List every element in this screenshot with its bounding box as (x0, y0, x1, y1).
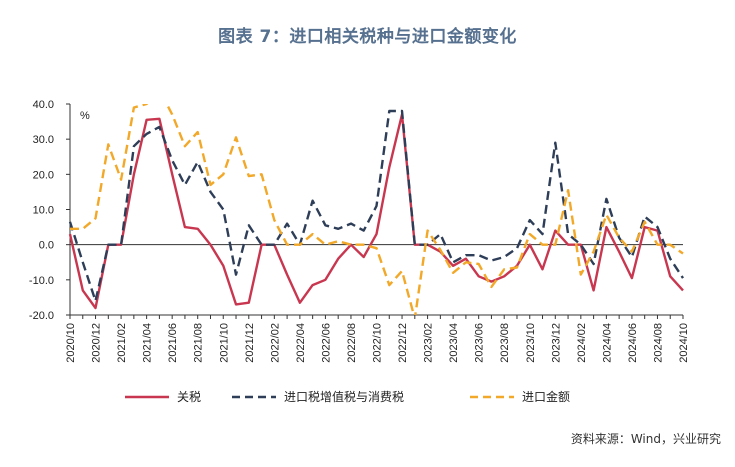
chart-title: 图表 7：进口相关税种与进口金额变化 (218, 27, 517, 47)
series-line-1 (68, 109, 685, 303)
x-tick-label: 2021/02 (116, 323, 128, 363)
x-tick-label: 2023/04 (448, 323, 460, 363)
y-tick-label: -10.0 (29, 275, 54, 287)
x-tick-label: 2022/10 (372, 323, 384, 363)
x-tick-label: 2024/04 (601, 323, 613, 363)
x-tick-label: 2022/12 (397, 323, 409, 363)
x-tick-label: 2021/12 (244, 323, 256, 363)
x-tick-label: 2024/06 (627, 323, 639, 363)
y-tick-label: 10.0 (33, 205, 54, 217)
y-tick-label: 20.0 (33, 169, 54, 181)
x-tick-label: 2023/10 (525, 323, 537, 363)
x-tick-label: 2024/08 (652, 323, 664, 363)
x-tick-label: 2022/04 (295, 323, 307, 363)
x-tick-label: 2023/02 (423, 323, 435, 363)
x-tick-label: 2023/12 (550, 323, 562, 363)
x-tick-label: 2021/04 (142, 323, 154, 363)
x-tick-label: 2022/02 (269, 323, 281, 363)
x-tick-label: 2022/06 (320, 323, 332, 363)
x-tick-label: 2020/10 (65, 323, 77, 363)
x-tick-label: 2023/06 (474, 323, 486, 363)
y-unit-label: % (80, 110, 90, 122)
x-tick-label: 2021/08 (193, 323, 205, 363)
y-tick-label: 30.0 (33, 134, 54, 146)
series-line-0 (68, 113, 684, 310)
x-tick-label: 2021/06 (167, 323, 179, 363)
x-tick-label: 2023/08 (499, 323, 511, 363)
source-note: 资料来源：Wind，兴业研究 (570, 432, 721, 446)
x-tick-label: 2024/02 (576, 323, 588, 363)
series-line-2 (70, 104, 684, 315)
legend-label-1: 进口税增值税与消费税 (284, 389, 404, 404)
y-tick-label: -20.0 (29, 310, 54, 322)
x-tick-label: 2020/12 (91, 323, 103, 363)
y-tick-label: 0.0 (39, 240, 54, 252)
x-tick-label: 2022/08 (346, 323, 358, 363)
x-tick-label: 2021/10 (218, 323, 230, 363)
legend-label-0: 关税 (177, 390, 201, 404)
x-tick-label: 2024/10 (678, 323, 690, 363)
legend-label-2: 进口金额 (522, 389, 570, 404)
y-tick-label: 40.0 (33, 99, 54, 111)
